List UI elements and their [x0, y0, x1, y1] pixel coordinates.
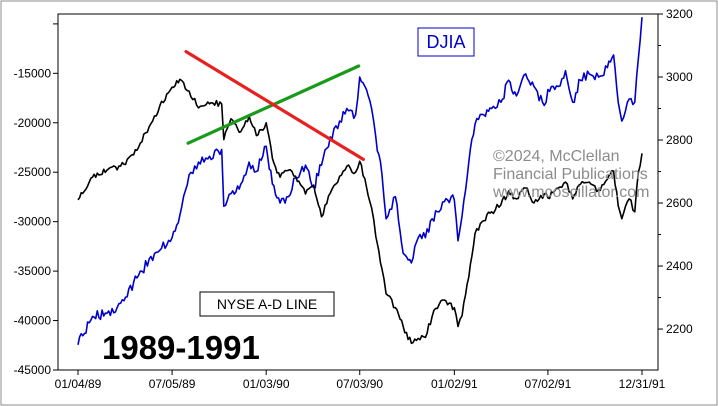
- djia-label-box: [417, 27, 475, 57]
- right-tick-label: 2200: [666, 322, 693, 336]
- copyright-line-3: www.mcoscillator.com: [492, 184, 649, 201]
- left-tick-label: -30000: [14, 215, 52, 229]
- right-axis: 2200 2400 2600 2800 3000 3200: [658, 7, 693, 336]
- left-tick-label: -25000: [14, 165, 52, 179]
- x-tick-label: 07/03/90: [336, 377, 383, 391]
- ad-line-label-box: [199, 291, 335, 317]
- trendline-layer: [184, 49, 365, 161]
- djia-label: DJIA: [426, 32, 465, 52]
- left-tick-label: -35000: [14, 264, 52, 278]
- left-tick-label: -20000: [14, 116, 52, 130]
- copyright-line-1: ©2024, McClellan: [493, 148, 620, 165]
- right-tick-label: 3000: [666, 70, 693, 84]
- x-tick-label: 07/05/89: [149, 377, 196, 391]
- x-tick-label: 12/31/91: [619, 377, 666, 391]
- left-tick-label: -45000: [14, 363, 52, 377]
- left-axis: -45000 -40000 -35000 -30000 -25000 -20000 -150…: [14, 23, 58, 377]
- x-axis: 01/04/89 07/05/89 01/03/90 07/03/90 01/02/91…: [55, 370, 666, 391]
- x-tick-label: 07/02/91: [525, 377, 572, 391]
- copyright-line-2: Financial Publications: [493, 166, 648, 183]
- x-tick-label: 01/02/91: [431, 377, 478, 391]
- chart-title: 1989-1991: [102, 329, 260, 366]
- ad-line-trendline: [184, 49, 365, 161]
- djia-series-line: [77, 17, 643, 345]
- ad-line-label: NYSE A-D LINE: [217, 296, 317, 312]
- series-layer: [77, 17, 643, 345]
- left-tick-label: -15000: [14, 66, 52, 80]
- plot-area: [57, 13, 659, 371]
- ad-line-series-line: [77, 78, 643, 345]
- x-tick-label: 01/04/89: [55, 377, 102, 391]
- right-tick-label: 2800: [666, 133, 693, 147]
- x-tick-label: 01/03/90: [243, 377, 290, 391]
- right-tick-label: 2400: [666, 259, 693, 273]
- right-tick-label: 3200: [666, 7, 693, 21]
- left-tick-label: -40000: [14, 314, 52, 328]
- right-tick-label: 2600: [666, 196, 693, 210]
